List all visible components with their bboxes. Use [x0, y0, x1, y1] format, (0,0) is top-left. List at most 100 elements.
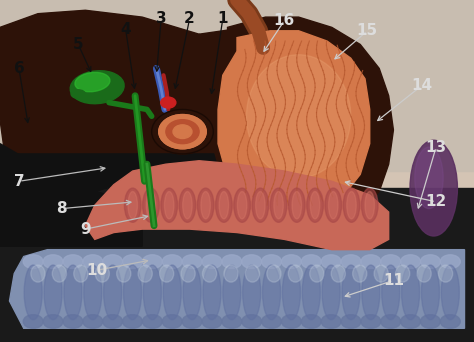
Ellipse shape — [301, 255, 321, 268]
Ellipse shape — [325, 188, 342, 222]
Ellipse shape — [242, 315, 262, 328]
Ellipse shape — [341, 315, 361, 328]
Text: 5: 5 — [73, 37, 83, 52]
Ellipse shape — [302, 265, 320, 320]
Ellipse shape — [103, 315, 123, 328]
Text: 1: 1 — [218, 11, 228, 26]
Ellipse shape — [267, 265, 281, 282]
Ellipse shape — [223, 265, 241, 320]
Ellipse shape — [361, 255, 381, 268]
Ellipse shape — [161, 188, 177, 222]
Ellipse shape — [381, 255, 401, 268]
Text: 6: 6 — [14, 61, 24, 76]
Ellipse shape — [361, 188, 378, 222]
Ellipse shape — [410, 140, 457, 236]
Ellipse shape — [222, 255, 242, 268]
Ellipse shape — [24, 265, 42, 320]
Ellipse shape — [440, 255, 460, 268]
Ellipse shape — [83, 255, 103, 268]
Ellipse shape — [420, 255, 440, 268]
Circle shape — [152, 109, 213, 154]
Ellipse shape — [440, 315, 460, 328]
Ellipse shape — [124, 265, 142, 320]
Ellipse shape — [183, 265, 201, 320]
Ellipse shape — [182, 255, 202, 268]
Ellipse shape — [162, 315, 182, 328]
Ellipse shape — [160, 265, 174, 282]
Ellipse shape — [288, 265, 302, 282]
Text: 4: 4 — [120, 22, 131, 37]
Polygon shape — [9, 250, 465, 328]
Ellipse shape — [202, 255, 222, 268]
Ellipse shape — [138, 265, 152, 282]
Ellipse shape — [343, 188, 360, 222]
Text: 2: 2 — [184, 11, 195, 26]
Ellipse shape — [123, 315, 143, 328]
Ellipse shape — [123, 255, 143, 268]
Ellipse shape — [164, 192, 174, 219]
Ellipse shape — [83, 315, 103, 328]
FancyBboxPatch shape — [0, 0, 474, 188]
Ellipse shape — [216, 188, 232, 222]
Ellipse shape — [289, 188, 305, 222]
Ellipse shape — [243, 265, 261, 320]
Ellipse shape — [182, 192, 192, 219]
Polygon shape — [0, 0, 474, 171]
Ellipse shape — [395, 265, 410, 282]
Ellipse shape — [142, 255, 162, 268]
Ellipse shape — [365, 192, 374, 219]
Polygon shape — [218, 31, 370, 209]
Ellipse shape — [43, 315, 63, 328]
Ellipse shape — [361, 315, 381, 328]
Ellipse shape — [381, 315, 401, 328]
Ellipse shape — [163, 265, 181, 320]
Ellipse shape — [70, 71, 124, 104]
Ellipse shape — [292, 192, 301, 219]
Polygon shape — [0, 154, 261, 222]
Ellipse shape — [282, 255, 301, 268]
Ellipse shape — [43, 255, 63, 268]
Ellipse shape — [263, 265, 281, 320]
Text: 15: 15 — [357, 23, 378, 38]
Text: 8: 8 — [56, 201, 67, 216]
Circle shape — [173, 125, 192, 139]
Ellipse shape — [417, 265, 431, 282]
Ellipse shape — [143, 188, 159, 222]
Ellipse shape — [63, 315, 83, 328]
Polygon shape — [0, 10, 275, 178]
Circle shape — [161, 97, 176, 108]
Ellipse shape — [255, 192, 265, 219]
Ellipse shape — [162, 255, 182, 268]
Ellipse shape — [415, 147, 443, 209]
FancyBboxPatch shape — [0, 188, 474, 342]
Ellipse shape — [274, 192, 283, 219]
Ellipse shape — [128, 192, 137, 219]
Ellipse shape — [182, 315, 202, 328]
Ellipse shape — [179, 188, 196, 222]
Ellipse shape — [181, 265, 195, 282]
Ellipse shape — [310, 265, 324, 282]
Ellipse shape — [246, 265, 260, 282]
Text: 16: 16 — [274, 13, 295, 28]
Ellipse shape — [421, 265, 439, 320]
Ellipse shape — [117, 265, 131, 282]
Text: 10: 10 — [87, 263, 108, 278]
Text: 11: 11 — [383, 273, 404, 288]
Text: 7: 7 — [14, 174, 24, 189]
Ellipse shape — [307, 188, 323, 222]
Ellipse shape — [342, 265, 360, 320]
Ellipse shape — [382, 265, 400, 320]
Ellipse shape — [328, 192, 338, 219]
Ellipse shape — [331, 265, 346, 282]
Text: 3: 3 — [156, 11, 166, 26]
Ellipse shape — [44, 265, 62, 320]
Polygon shape — [199, 27, 351, 109]
Ellipse shape — [203, 265, 221, 320]
Ellipse shape — [75, 73, 110, 92]
Ellipse shape — [84, 265, 102, 320]
Ellipse shape — [252, 188, 269, 222]
Circle shape — [166, 120, 199, 144]
Ellipse shape — [197, 188, 214, 222]
Ellipse shape — [224, 265, 238, 282]
Text: 12: 12 — [426, 194, 447, 209]
